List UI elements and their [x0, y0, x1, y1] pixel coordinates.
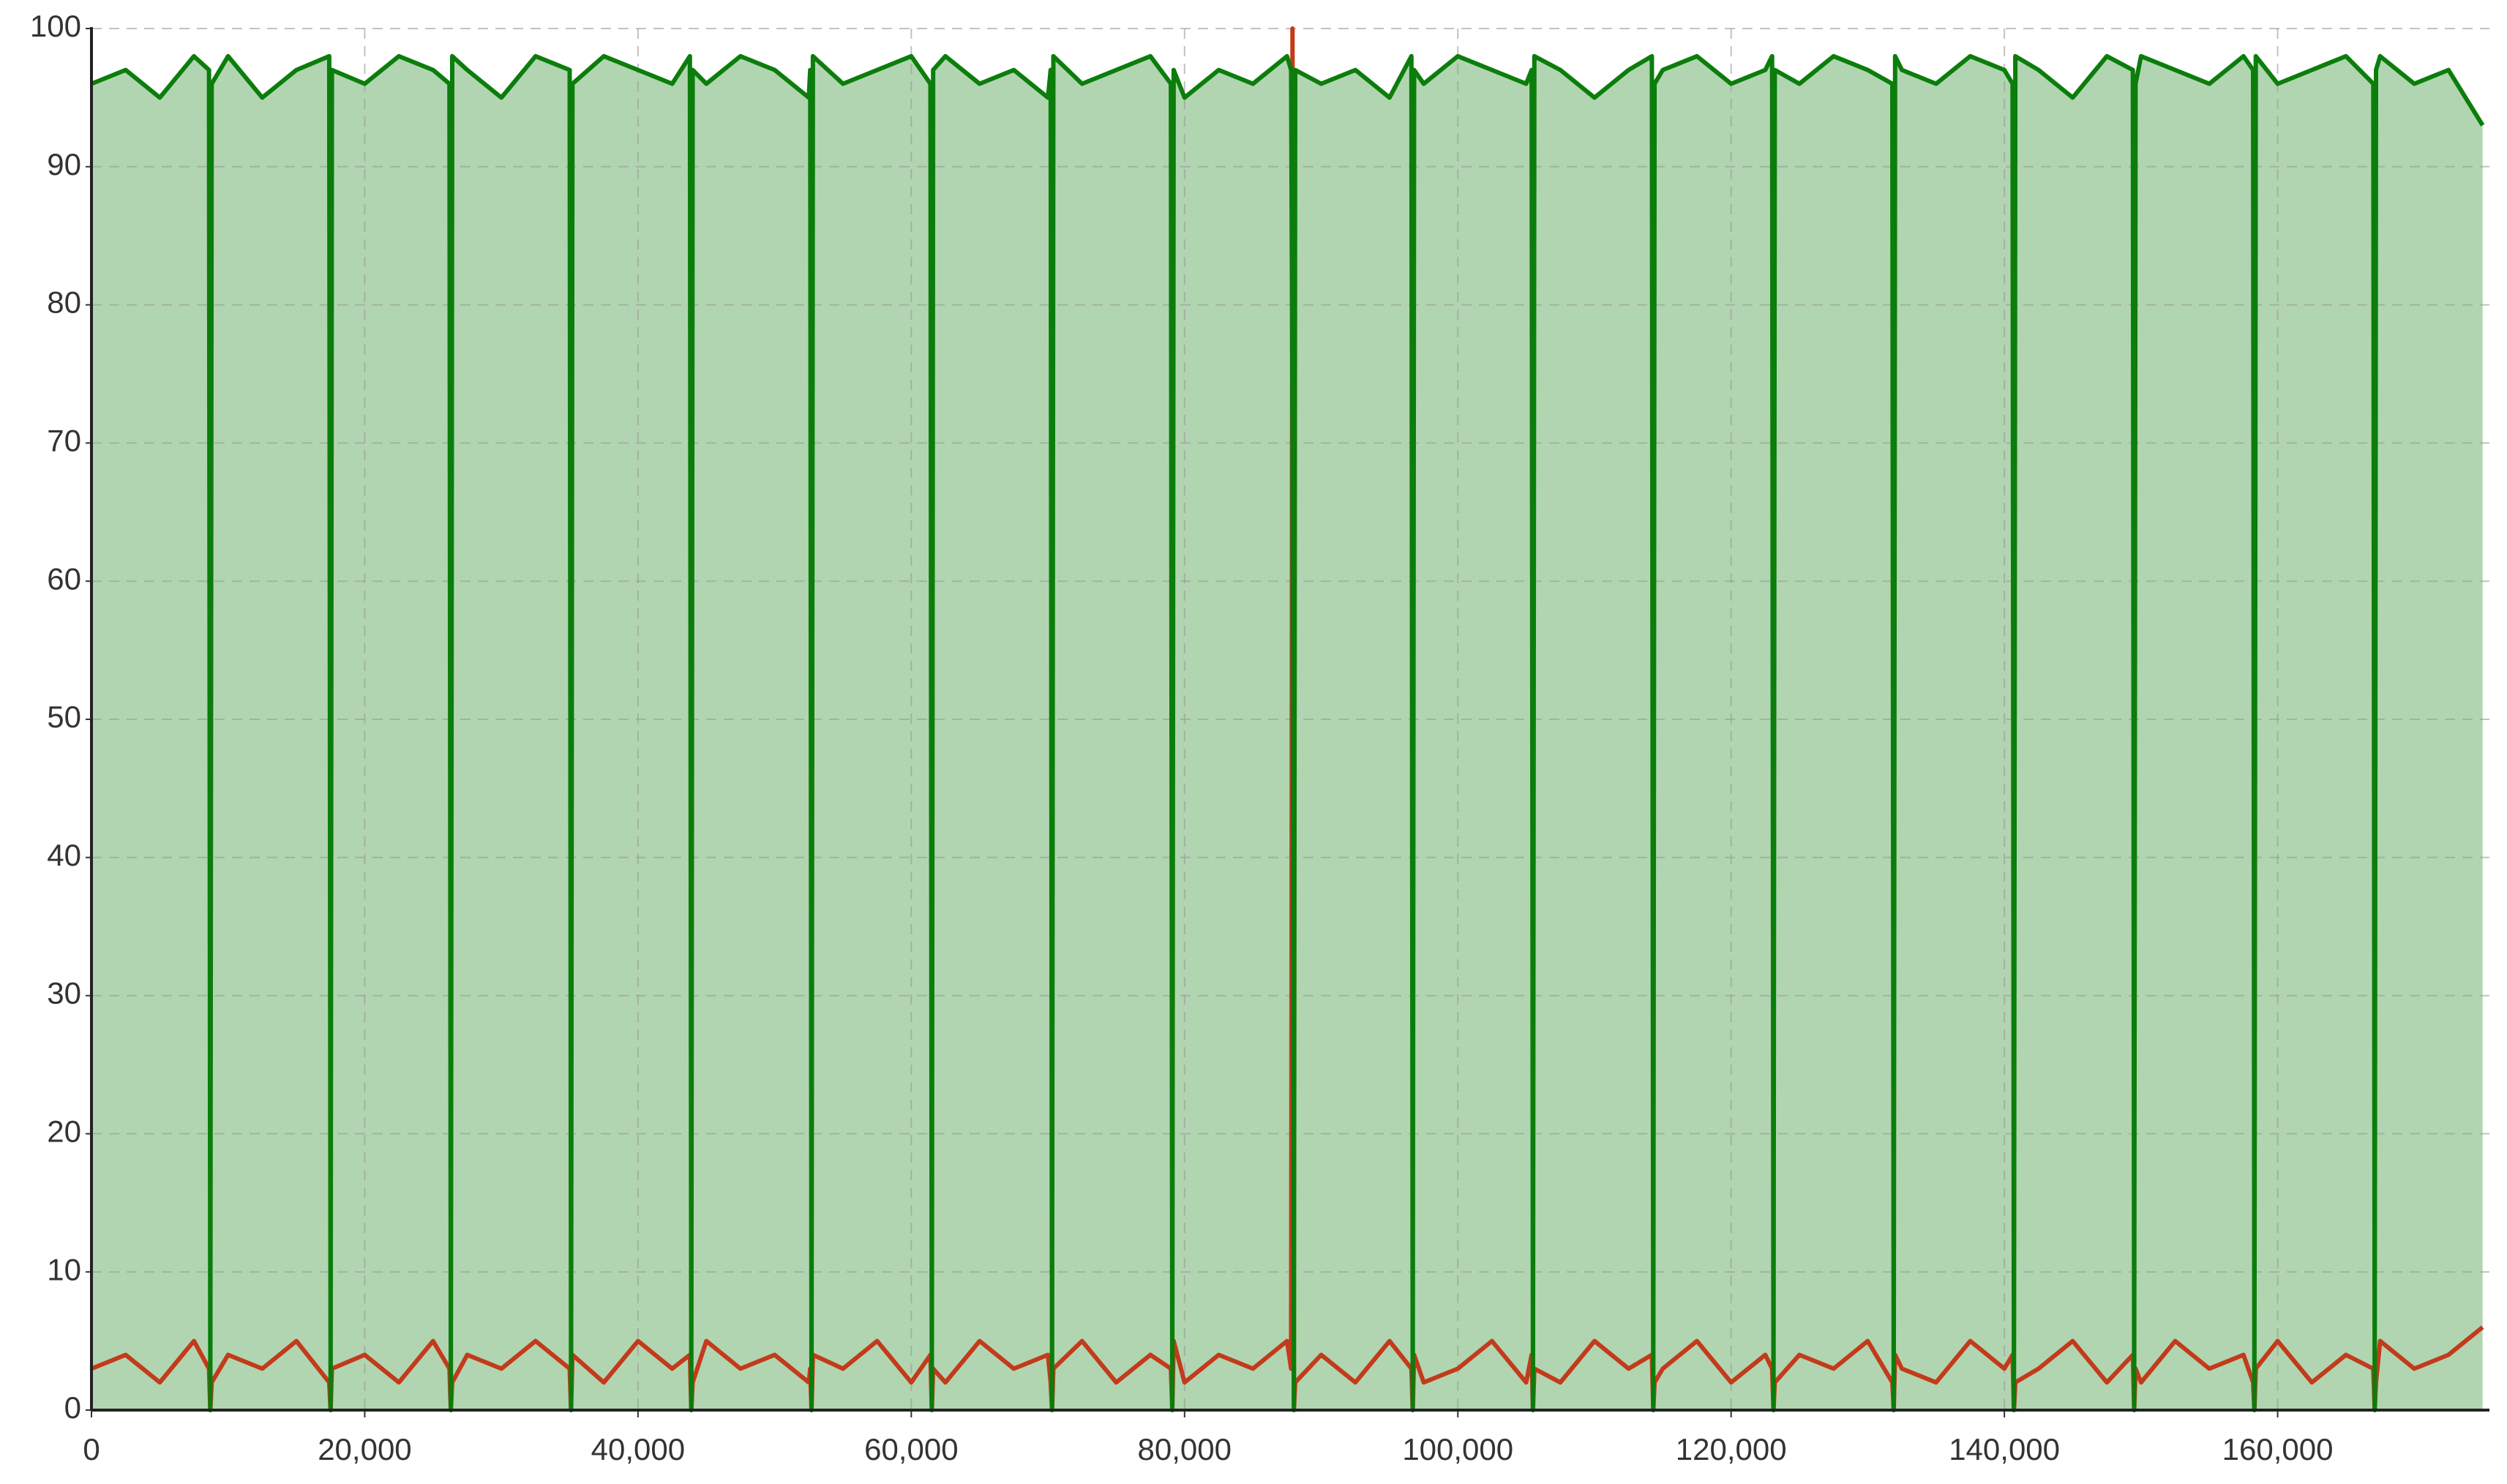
x-tick-label: 20,000 [318, 1432, 411, 1466]
x-tick-label: 60,000 [864, 1432, 958, 1466]
x-tick-label: 0 [83, 1432, 100, 1466]
y-tick-label: 20 [47, 1114, 81, 1148]
y-tick-label: 50 [47, 700, 81, 734]
x-tick-label: 120,000 [1676, 1432, 1787, 1466]
y-tick-label: 40 [47, 838, 81, 872]
y-tick-label: 30 [47, 976, 81, 1011]
x-tick-label: 80,000 [1138, 1432, 1232, 1466]
x-tick-label: 40,000 [591, 1432, 685, 1466]
y-tick-label: 100 [30, 9, 81, 43]
y-tick-label: 70 [47, 423, 81, 457]
x-tick-label: 100,000 [1402, 1432, 1513, 1466]
x-tick-label: 160,000 [2222, 1432, 2334, 1466]
y-tick-label: 90 [47, 147, 81, 181]
y-tick-label: 10 [47, 1252, 81, 1286]
y-tick-label: 80 [47, 285, 81, 320]
y-tick-label: 60 [47, 561, 81, 596]
y-tick-label: 0 [64, 1390, 81, 1425]
x-tick-label: 140,000 [1949, 1432, 2060, 1466]
